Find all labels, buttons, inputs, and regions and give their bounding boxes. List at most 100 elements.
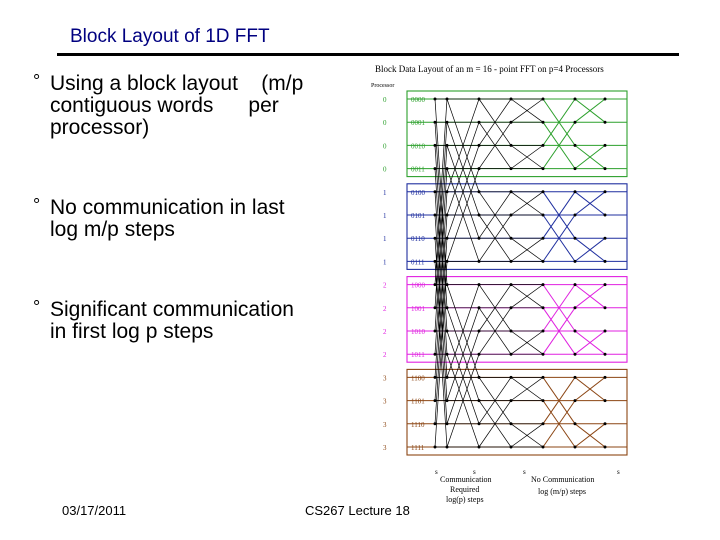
butterfly-node (445, 213, 449, 217)
butterfly-node (603, 236, 607, 240)
butterfly-node (433, 422, 437, 426)
processor-block (406, 183, 628, 270)
butterfly-node (477, 97, 481, 101)
butterfly-node (477, 445, 481, 449)
index-bits-label: 1011 (411, 351, 425, 359)
butterfly-node (603, 97, 607, 101)
butterfly-node (477, 399, 481, 403)
processor-id-label: 3 (383, 421, 387, 429)
butterfly-node (509, 236, 513, 240)
processor-block (406, 90, 628, 178)
index-bits-label: 1101 (411, 398, 425, 406)
butterfly-node (541, 167, 545, 171)
butterfly-node (509, 445, 513, 449)
butterfly-node (433, 283, 437, 287)
butterfly-node (573, 143, 577, 147)
butterfly-node (433, 306, 437, 310)
butterfly-wire (510, 423, 544, 448)
processor-id-label: 2 (383, 282, 387, 290)
processor-id-label: 2 (383, 328, 387, 336)
processor-block (406, 276, 628, 363)
butterfly-wire (574, 284, 606, 309)
index-bits-label: 1100 (411, 374, 425, 382)
bullet-marker-icon: ° (33, 195, 41, 215)
processor-header: Processor (371, 83, 394, 89)
butterfly-node (433, 375, 437, 379)
footer-date: 03/17/2011 (62, 503, 127, 518)
butterfly-wire (510, 284, 544, 309)
butterfly-wire (510, 98, 544, 123)
butterfly-node (603, 352, 607, 356)
bullet-3-line-1: Significant communication (50, 298, 294, 321)
processor-id-label: 0 (383, 96, 387, 104)
butterfly-node (509, 120, 513, 124)
butterfly-node (573, 399, 577, 403)
butterfly-node (433, 329, 437, 333)
bullet-1-line-3: processor) (50, 116, 150, 139)
butterfly-wire (542, 400, 576, 448)
index-bits-label: 0100 (411, 189, 426, 197)
nocomm-label-line-1: No Communication (531, 475, 594, 484)
butterfly-wire (574, 145, 606, 169)
processor-id-label: 3 (383, 444, 387, 452)
processor-id-label: 0 (383, 166, 387, 174)
butterfly-wire (542, 214, 576, 262)
butterfly-node (603, 120, 607, 124)
processor-id-label: 3 (383, 374, 387, 382)
butterfly-node (433, 167, 437, 171)
butterfly-node (603, 329, 607, 333)
butterfly-wire (574, 377, 606, 401)
butterfly-node (541, 306, 545, 310)
butterfly-node (509, 375, 513, 379)
butterfly-node (433, 399, 437, 403)
butterfly-node (477, 283, 481, 287)
butterfly-node (509, 143, 513, 147)
butterfly-node (541, 259, 545, 263)
butterfly-node (433, 445, 437, 449)
butterfly-node (433, 120, 437, 124)
butterfly-node (541, 329, 545, 333)
butterfly-node (541, 352, 545, 356)
comm-label-line-3: log(p) steps (446, 495, 484, 504)
processor-id-label: 2 (383, 351, 387, 359)
butterfly-node (509, 283, 513, 287)
butterfly-wire (574, 237, 606, 262)
butterfly-node (603, 283, 607, 287)
butterfly-node (477, 190, 481, 194)
butterfly-wire (510, 377, 544, 401)
butterfly-node (603, 422, 607, 426)
index-bits-label: 1001 (411, 305, 426, 313)
butterfly-wire (542, 284, 576, 332)
butterfly-wire (510, 191, 544, 216)
processor-id-label: 0 (383, 142, 387, 150)
butterfly-node (573, 120, 577, 124)
footer-course: CS267 Lecture 18 (305, 503, 410, 518)
butterfly-node (509, 190, 513, 194)
butterfly-node (573, 445, 577, 449)
butterfly-node (509, 329, 513, 333)
index-bits-label: 0000 (411, 96, 426, 104)
butterfly-node (445, 259, 449, 263)
butterfly-node (541, 190, 545, 194)
index-bits-label: 1111 (411, 444, 425, 452)
butterfly-node (541, 236, 545, 240)
butterfly-node (509, 213, 513, 217)
butterfly-node (477, 422, 481, 426)
butterfly-node (477, 352, 481, 356)
butterfly-node (477, 259, 481, 263)
butterfly-node (477, 213, 481, 217)
processor-block (406, 368, 628, 456)
index-bits-label: 1110 (411, 421, 425, 429)
butterfly-node (573, 259, 577, 263)
butterfly-wire (510, 330, 544, 355)
butterfly-node (477, 167, 481, 171)
butterfly-node (603, 213, 607, 217)
title-rule (57, 53, 679, 56)
butterfly-node (603, 399, 607, 403)
butterfly-node (541, 97, 545, 101)
butterfly-node (477, 143, 481, 147)
butterfly-node (477, 236, 481, 240)
butterfly-node (573, 236, 577, 240)
index-bits-label: 0101 (411, 212, 426, 220)
bullet-marker-icon: ° (33, 297, 41, 317)
